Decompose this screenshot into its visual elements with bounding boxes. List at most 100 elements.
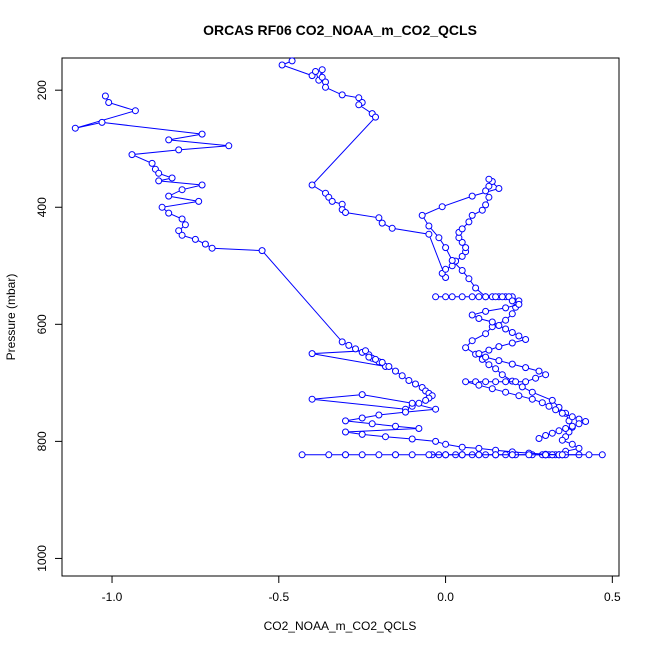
data-point: [482, 201, 490, 209]
data-point: [478, 206, 486, 214]
data-point: [415, 425, 423, 432]
data-point: [408, 399, 416, 407]
data-point: [542, 451, 550, 459]
data-point: [488, 385, 496, 393]
data-point: [338, 338, 346, 346]
data-point: [458, 225, 466, 233]
data-point: [485, 346, 493, 354]
data-point: [458, 267, 466, 274]
data-point: [482, 307, 490, 315]
data-point: [392, 367, 399, 375]
data-point: [485, 361, 493, 369]
data-point: [372, 355, 379, 363]
data-point: [208, 244, 216, 252]
data-point: [508, 297, 516, 305]
data-point: [535, 367, 543, 375]
data-point: [465, 275, 473, 283]
data-point: [518, 383, 526, 391]
data-point: [448, 257, 456, 264]
data-point: [408, 435, 416, 443]
data-point: [158, 203, 166, 211]
data-point: [585, 451, 593, 459]
data-point: [482, 330, 490, 338]
data-point: [475, 315, 483, 322]
data-point: [468, 211, 476, 219]
data-point: [538, 399, 546, 407]
data-point: [178, 215, 186, 223]
data-point: [392, 422, 399, 430]
data-point: [548, 429, 556, 437]
data-point: [178, 231, 186, 239]
data-point: [432, 293, 440, 301]
data-point: [508, 329, 516, 336]
data-point: [495, 357, 503, 365]
data-point: [148, 159, 156, 167]
data-point: [365, 353, 373, 361]
data-point: [438, 203, 446, 211]
x-axis: -1.0 -0.5 0.0 0.5: [102, 576, 621, 604]
data-point: [498, 293, 506, 301]
data-point: [101, 92, 109, 100]
data-point: [425, 230, 433, 238]
data-point: [278, 61, 286, 69]
data-point: [568, 422, 576, 430]
data-point: [308, 395, 316, 403]
data-point: [472, 284, 480, 292]
data-point: [442, 293, 450, 301]
data-point: [488, 318, 496, 326]
data-point: [558, 409, 566, 417]
data-point: [568, 440, 576, 448]
chart-title: ORCAS RF06 CO2_NOAA_m_CO2_QCLS: [203, 22, 477, 38]
data-point: [468, 293, 476, 301]
data-point: [508, 360, 516, 368]
data-point: [492, 451, 500, 459]
data-point: [165, 209, 173, 217]
data-point: [508, 339, 516, 347]
data-point: [515, 332, 523, 340]
data-point: [542, 432, 550, 439]
data-point: [155, 177, 163, 185]
data-point: [458, 252, 466, 260]
data-point: [492, 365, 500, 373]
data-point: [495, 322, 503, 329]
data-point: [462, 344, 470, 352]
data-point: [358, 451, 366, 459]
y-tick-label: 800: [35, 431, 49, 451]
data-point: [515, 300, 523, 308]
data-point: [528, 388, 536, 396]
data-point: [502, 316, 510, 324]
data-point: [482, 353, 490, 361]
data-point: [375, 214, 383, 222]
data-point: [492, 378, 500, 386]
data-point: [528, 395, 536, 403]
data-point: [425, 451, 433, 459]
data-point: [502, 378, 510, 386]
data-point: [355, 101, 363, 109]
data-point: [398, 372, 406, 380]
data-point: [128, 151, 136, 159]
data-point: [378, 219, 386, 227]
data-point: [195, 197, 203, 205]
data-point: [328, 197, 336, 205]
data-point: [542, 371, 550, 379]
data-point: [502, 304, 510, 312]
data-point: [468, 337, 476, 345]
data-point: [522, 336, 530, 343]
x-tick-label: 0.0: [437, 590, 454, 604]
data-point: [475, 293, 483, 301]
data-point: [312, 68, 319, 75]
data-point: [512, 378, 520, 386]
data-point: [338, 91, 346, 99]
data-point: [475, 350, 483, 358]
data-point: [382, 433, 389, 441]
data-point: [508, 310, 516, 318]
data-point: [482, 378, 490, 386]
data-point: [575, 420, 583, 428]
data-point: [442, 451, 450, 459]
x-tick-label: -0.5: [268, 590, 289, 604]
data-point: [392, 451, 399, 459]
data-point: [368, 420, 376, 428]
data-point: [448, 293, 456, 301]
data-point: [322, 83, 329, 91]
data-point: [412, 380, 419, 388]
